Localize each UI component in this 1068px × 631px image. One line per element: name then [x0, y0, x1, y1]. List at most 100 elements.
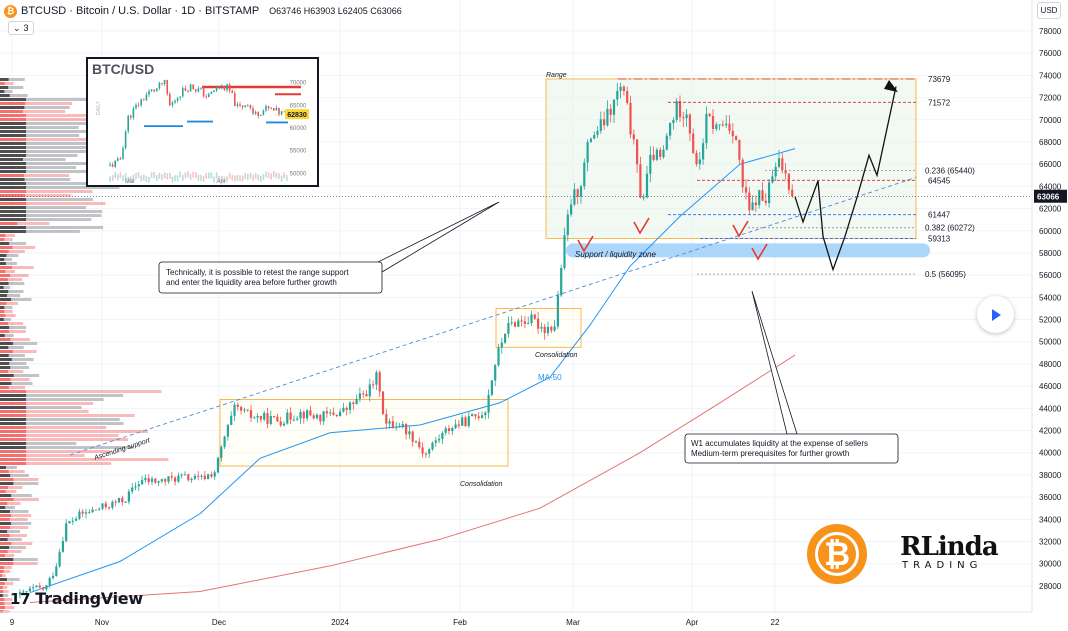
inset-candle-body: [241, 105, 244, 108]
candle-body: [114, 501, 117, 503]
volume-profile-bar: [0, 430, 148, 433]
candle-body: [249, 410, 253, 418]
volume-profile-core: [0, 550, 8, 553]
candle-body: [761, 190, 764, 201]
candle-body: [352, 402, 355, 405]
volume-profile-bar: [0, 398, 104, 401]
volume-profile-core: [0, 302, 7, 305]
volume-profile-core: [0, 182, 26, 185]
inset-candle-body: [252, 107, 254, 114]
volume-profile-bar: [0, 238, 13, 241]
price-level-label: 59313: [928, 234, 951, 243]
candle-body: [787, 173, 790, 190]
x-tick-label: Mar: [566, 618, 580, 627]
candle-body: [672, 119, 675, 124]
volume-profile-bar: [0, 254, 19, 257]
volume-profile-core: [0, 154, 26, 157]
y-tick-label: 56000: [1039, 271, 1062, 280]
inset-candle-body: [208, 94, 210, 97]
volume-profile-bar: [0, 170, 104, 173]
x-tick-label: Feb: [453, 618, 467, 627]
volume-profile-core: [0, 146, 26, 149]
inset-chart: BTC/USD 70000 65000 60000 55000 50000 Mar Apr D…: [86, 57, 319, 187]
candle-body: [259, 416, 262, 420]
volume-profile-core: [0, 434, 26, 437]
volume-profile-bar: [0, 282, 25, 285]
candle-body: [649, 154, 652, 174]
symbol-header[interactable]: ₿ BTCUSD · Bitcoin / U.S. Dollar · 1D · …: [4, 3, 402, 19]
candle-body: [38, 585, 41, 588]
inset-x-tick: Apr: [216, 179, 225, 185]
candle-body: [385, 414, 388, 424]
volume-profile-bar: [0, 490, 17, 493]
candle-body: [698, 159, 701, 165]
volume-profile-bar: [0, 338, 30, 341]
volume-profile-core: [0, 330, 10, 333]
inset-candle-body: [195, 89, 197, 92]
volume-profile-core: [0, 542, 12, 545]
volume-profile-bar: [0, 358, 34, 361]
candle-body: [467, 416, 470, 427]
candle-body: [523, 321, 526, 324]
candle-body: [619, 86, 622, 91]
tradingview-wordmark: TradingView: [35, 589, 143, 608]
candle-body: [573, 189, 576, 205]
inset-candle-body: [119, 158, 122, 160]
candle-body: [669, 123, 672, 136]
inset-title: BTC/USD: [92, 61, 155, 77]
candle-body: [157, 481, 160, 483]
candle-body: [358, 393, 361, 399]
currency-label[interactable]: USD: [1037, 2, 1061, 19]
inset-candle-body: [223, 85, 226, 91]
rlinda-wordmark: RLinda: [900, 532, 999, 562]
play-button[interactable]: [977, 296, 1014, 333]
candle-body: [603, 119, 606, 126]
volume-profile-core: [0, 414, 26, 417]
volume-profile-bar: [0, 322, 24, 325]
volume-profile-bar: [0, 590, 9, 593]
tradingview-logo[interactable]: 17 TradingView: [10, 589, 143, 608]
candle-body: [513, 322, 517, 327]
indicators-toggle[interactable]: ⌄ 3: [8, 21, 34, 35]
volume-profile-bar: [0, 246, 36, 249]
volume-profile-bar: [0, 382, 33, 385]
volume-profile-bar: [0, 418, 120, 421]
chevron-down-icon: ⌄: [13, 22, 21, 33]
volume-profile-core: [0, 150, 26, 153]
candle-body: [721, 124, 724, 126]
volume-profile-core: [0, 266, 12, 269]
x-tick-label: 22: [771, 618, 780, 627]
volume-profile-core: [0, 458, 26, 461]
inset-volume-bar: [270, 173, 272, 180]
inset-volume-bar: [114, 171, 116, 178]
inset-volume-bar: [163, 172, 166, 179]
volume-profile-core: [0, 362, 10, 365]
volume-profile-bar: [0, 178, 71, 181]
volume-profile-core: [0, 594, 3, 597]
candle-body: [348, 402, 352, 410]
volume-profile-core: [0, 170, 26, 173]
volume-profile-core: [0, 526, 10, 529]
candle-body: [154, 478, 157, 483]
volume-profile-core: [0, 422, 26, 425]
volume-profile-bar: [0, 294, 21, 297]
inset-volume-bar: [140, 175, 142, 182]
y-tick-label: 54000: [1039, 293, 1062, 302]
candle-body: [55, 566, 58, 576]
candle-body: [256, 416, 259, 418]
candle-body: [705, 113, 708, 144]
volume-profile-bar: [0, 186, 120, 189]
volume-profile-bar: [0, 438, 128, 441]
candle-body: [583, 162, 586, 187]
volume-profile-bar: [0, 94, 28, 97]
inset-candle-body: [218, 86, 220, 88]
bitcoin-icon: ₿: [4, 4, 17, 18]
volume-profile-core: [0, 262, 6, 265]
y-tick-label: 34000: [1039, 515, 1062, 524]
inset-volume-bar: [158, 172, 161, 179]
candle-body: [731, 130, 734, 137]
candle-body: [527, 323, 530, 325]
checkmark-icon: [633, 217, 650, 235]
inset-volume-bar: [182, 174, 184, 181]
